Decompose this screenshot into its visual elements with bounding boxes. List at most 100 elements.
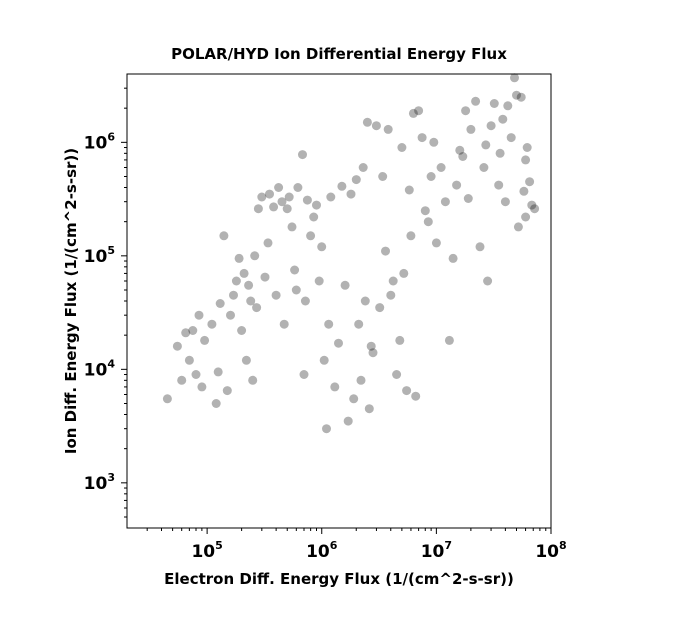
data-point [244, 280, 254, 290]
data-point [351, 175, 361, 185]
data-point [458, 152, 468, 161]
data-point [334, 338, 343, 348]
data-point [263, 238, 273, 248]
data-point [314, 276, 324, 286]
data-point [494, 180, 504, 190]
data-point [466, 124, 476, 134]
data-point [319, 355, 329, 365]
data-point [317, 242, 327, 252]
data-point [322, 424, 331, 434]
data-point [290, 265, 300, 275]
data-point [191, 370, 201, 379]
data-point [500, 197, 510, 207]
data-point [219, 231, 229, 241]
data-point [215, 299, 225, 308]
data-point [521, 212, 531, 222]
data-point [414, 106, 424, 116]
data-point [269, 202, 279, 212]
data-point [448, 253, 458, 263]
data-point [402, 386, 412, 396]
data-point [436, 163, 446, 172]
data-point [475, 242, 485, 252]
data-point [381, 246, 390, 256]
data-point [426, 172, 436, 181]
data-point [471, 96, 481, 106]
data-point [207, 319, 217, 329]
data-point [417, 133, 427, 143]
data-point [312, 200, 321, 210]
data-point [440, 197, 450, 207]
data-point [330, 382, 340, 392]
data-point [241, 355, 251, 365]
data-point [279, 319, 289, 329]
data-point [222, 386, 232, 396]
data-point [356, 375, 366, 385]
data-point [346, 189, 356, 199]
data-point [213, 367, 223, 377]
data-point [250, 251, 260, 261]
data-point [429, 137, 439, 147]
data-point [486, 121, 496, 131]
data-point [260, 272, 270, 282]
data-point [483, 276, 493, 286]
data-point [253, 204, 263, 214]
data-point [246, 296, 256, 306]
data-point [375, 303, 385, 313]
data-point [298, 150, 307, 160]
data-point [481, 140, 491, 150]
data-point [229, 290, 238, 300]
data-point [512, 90, 521, 100]
data-point [495, 148, 505, 158]
x-tick-label: 107 [421, 539, 452, 562]
y-tick-label: 103 [84, 471, 115, 494]
data-point [362, 117, 372, 127]
data-point [302, 195, 312, 205]
data-point [516, 92, 526, 102]
data-point [406, 231, 416, 241]
data-point [378, 172, 388, 181]
y-tick-label: 106 [84, 130, 116, 153]
data-point [231, 276, 241, 286]
data-point [306, 231, 316, 241]
data-point [237, 326, 247, 335]
data-point [527, 200, 537, 210]
data-point [277, 197, 287, 207]
data-point [287, 222, 297, 232]
data-point [455, 145, 465, 155]
data-point [364, 404, 374, 414]
data-point [452, 180, 462, 190]
data-point [503, 101, 513, 111]
data-point [291, 285, 301, 295]
data-point [349, 394, 359, 404]
data-point [337, 181, 347, 191]
data-point [340, 280, 350, 290]
data-point [181, 328, 191, 338]
data-point [525, 177, 535, 187]
y-axis-label: Ion Diff. Energy Flux (1/(cm^2-s-sr)) [62, 148, 80, 454]
data-point [521, 155, 531, 165]
data-point [461, 106, 471, 116]
data-point [404, 185, 414, 195]
data-point [177, 375, 187, 385]
data-point [420, 206, 430, 216]
y-tick-label: 105 [84, 244, 115, 267]
data-point [299, 370, 309, 379]
data-point [274, 183, 284, 192]
data-point [248, 375, 258, 385]
data-point [510, 73, 519, 83]
y-tick-label: 104 [84, 357, 116, 380]
data-point [498, 114, 508, 124]
data-point [343, 416, 353, 426]
data-point [360, 296, 370, 306]
data-point [239, 268, 249, 278]
data-point [463, 194, 473, 203]
scatter-points [162, 73, 540, 434]
data-point [226, 310, 235, 320]
data-point [300, 296, 310, 306]
data-point [197, 382, 207, 392]
data-point [506, 133, 516, 143]
data-point [354, 319, 364, 329]
data-point [284, 192, 294, 202]
data-point [265, 189, 274, 199]
data-point [383, 124, 393, 134]
